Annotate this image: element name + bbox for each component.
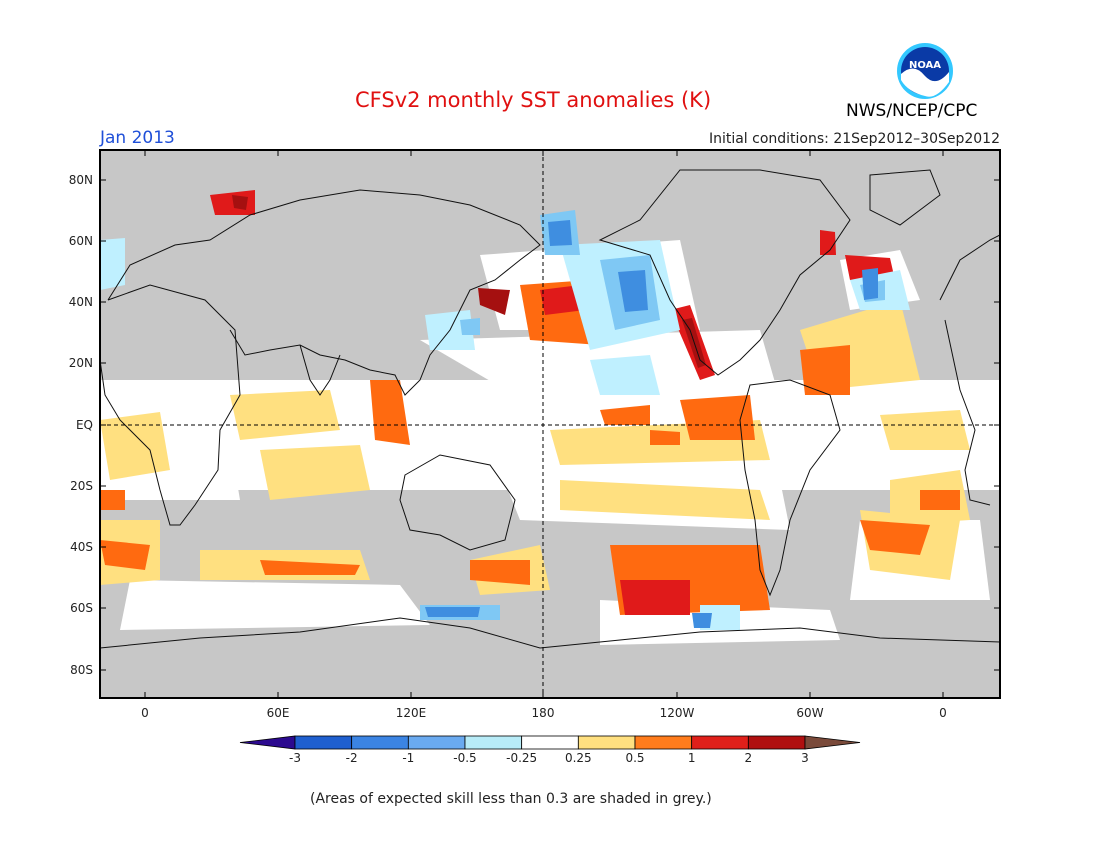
colorbar-segment [351,735,409,750]
lat-label-40s: 40S [70,540,93,554]
colorbar-label: 0.5 [625,751,644,765]
lat-label-20n: 20N [69,356,93,370]
logo-text: NOAA [909,60,941,71]
lat-label-80n: 80N [69,173,93,187]
lon-label-1: 60E [267,706,290,720]
longitude-ticks [144,150,944,698]
colorbar-segment [521,735,579,750]
colorbar-label: 2 [745,751,753,765]
colorbar-segment [464,735,523,750]
lat-label-60s: 60S [70,601,93,615]
coastlines [100,169,1000,649]
lat-label-80s: 80S [70,663,93,677]
colorbar-label: 0.25 [565,751,592,765]
colorbar-label: -2 [346,751,358,765]
colorbar-segment [691,735,749,750]
lat-label-60n: 60N [69,234,93,248]
colorbar-label: -0.5 [453,751,476,765]
colorbar-segment [747,735,806,750]
latitude-ticks [100,179,1000,671]
map-frame [99,149,1001,699]
colorbar-min-arrow [239,735,296,750]
lon-label-6: 0 [939,706,947,720]
colorbar-label: 3 [801,751,809,765]
longitude-labels: 0 60E 120E 180 120W 60W 0 [141,706,947,720]
colorbar-label: -1 [402,751,414,765]
lon-label-2: 120E [396,706,427,720]
colorbar-segment [577,735,636,750]
lat-label-20s: 20S [70,479,93,493]
lon-label-3: 180 [532,706,555,720]
lon-label-0: 0 [141,706,149,720]
initial-conditions: Initial conditions: 21Sep2012–30Sep2012 [708,131,1000,147]
lon-label-4: 120W [660,706,695,720]
latitude-labels: 80N 60N 40N 20N EQ 20S 40S 60S 80S [69,173,93,677]
colorbar-segment [294,735,353,750]
colorbar-label: -3 [289,751,301,765]
lat-label-40n: 40N [69,295,93,309]
colorbar-labels: -3 -2 -1 -0.5 -0.25 0.25 0.5 1 2 3 [289,751,809,765]
colorbar-label: -0.25 [506,751,537,765]
map-title: CFSv2 monthly SST anomalies (K) [355,88,712,112]
colorbar [239,735,861,750]
lon-label-5: 60W [796,706,823,720]
colorbar-segment [634,735,693,750]
colorbar-max-arrow [804,735,861,750]
agency-label: NWS/NCEP/CPC [846,101,978,121]
noaa-logo-icon: NOAA [897,43,953,99]
colorbar-label: 1 [688,751,696,765]
forecast-month: Jan 2013 [100,128,175,148]
lat-label-eq: EQ [76,418,93,432]
colorbar-segment [407,735,466,750]
skill-footnote: (Areas of expected skill less than 0.3 a… [310,791,712,807]
cool-anomaly-1 [425,220,878,628]
